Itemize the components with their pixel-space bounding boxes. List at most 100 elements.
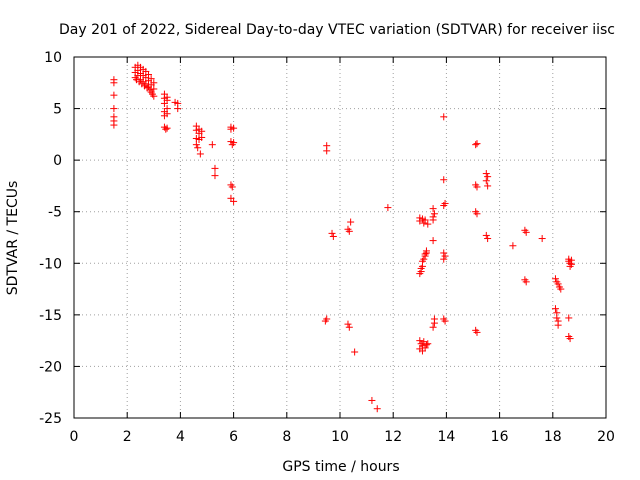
data-point bbox=[110, 105, 118, 113]
data-point bbox=[163, 96, 171, 104]
data-point bbox=[196, 150, 204, 158]
data-point bbox=[440, 255, 448, 263]
data-point bbox=[150, 85, 158, 93]
data-point bbox=[421, 344, 429, 352]
data-point bbox=[421, 252, 429, 260]
data-point bbox=[211, 164, 219, 172]
data-point bbox=[484, 182, 492, 190]
data-point bbox=[368, 396, 376, 404]
data-point bbox=[321, 317, 329, 325]
data-point bbox=[416, 337, 424, 345]
data-point bbox=[422, 249, 430, 257]
data-point bbox=[329, 232, 337, 240]
data-point bbox=[347, 218, 355, 226]
plot-frame bbox=[73, 56, 607, 419]
y-tick-label: -25 bbox=[39, 411, 62, 427]
y-tick-label: -10 bbox=[39, 256, 62, 272]
x-tick-label: 8 bbox=[282, 429, 291, 445]
data-point bbox=[323, 147, 331, 155]
data-point bbox=[473, 328, 481, 336]
data-point bbox=[110, 121, 118, 129]
data-point bbox=[557, 285, 565, 293]
data-point bbox=[484, 173, 492, 181]
data-point bbox=[417, 268, 425, 276]
data-point bbox=[174, 105, 182, 113]
data-point bbox=[192, 141, 200, 149]
data-point bbox=[440, 176, 448, 184]
data-point bbox=[440, 249, 448, 257]
data-point bbox=[351, 348, 359, 356]
data-point bbox=[482, 231, 490, 239]
data-point bbox=[522, 278, 530, 286]
data-point bbox=[441, 252, 449, 260]
data-point bbox=[144, 71, 152, 79]
data-points bbox=[110, 61, 575, 413]
data-point bbox=[328, 229, 336, 237]
data-point bbox=[228, 183, 236, 191]
data-point bbox=[484, 235, 492, 243]
data-point bbox=[538, 235, 546, 243]
data-point bbox=[551, 275, 559, 283]
y-tick-label: -5 bbox=[48, 205, 62, 221]
data-point bbox=[418, 262, 426, 270]
y-tick-label: -20 bbox=[39, 359, 62, 375]
x-tick-label: 6 bbox=[229, 429, 238, 445]
chart-title: Day 201 of 2022, Sidereal Day-to-day VTE… bbox=[59, 22, 615, 38]
data-point bbox=[424, 340, 432, 348]
data-point bbox=[211, 172, 219, 180]
x-tick-label: 14 bbox=[437, 429, 455, 445]
data-point bbox=[230, 124, 238, 132]
data-point bbox=[509, 242, 517, 250]
data-point bbox=[230, 197, 238, 205]
data-point bbox=[567, 260, 575, 268]
data-point bbox=[424, 220, 432, 228]
data-point bbox=[441, 317, 449, 325]
data-point bbox=[473, 210, 481, 218]
x-tick-label: 18 bbox=[544, 429, 562, 445]
data-point bbox=[150, 92, 158, 100]
data-point bbox=[482, 177, 490, 185]
data-point bbox=[194, 144, 202, 152]
y-tick-label: 5 bbox=[53, 102, 62, 118]
data-point bbox=[441, 199, 449, 207]
data-point bbox=[565, 314, 573, 322]
data-point bbox=[551, 305, 559, 313]
x-axis-label: GPS time / hours bbox=[282, 459, 399, 475]
x-tick-label: 4 bbox=[176, 429, 185, 445]
data-point bbox=[110, 91, 118, 99]
data-point bbox=[373, 405, 381, 413]
data-point bbox=[429, 237, 437, 245]
y-axis-label: SDTVAR / TECUs bbox=[5, 181, 21, 296]
data-point bbox=[230, 139, 238, 147]
y-tick-label: 10 bbox=[44, 50, 62, 66]
data-point bbox=[150, 79, 158, 87]
data-point bbox=[553, 314, 561, 322]
data-point bbox=[482, 170, 490, 178]
data-point bbox=[473, 183, 481, 191]
data-point bbox=[429, 216, 437, 224]
x-tick-label: 16 bbox=[491, 429, 509, 445]
x-tick-label: 2 bbox=[123, 429, 132, 445]
data-point bbox=[522, 228, 530, 236]
grid-layer bbox=[74, 57, 606, 418]
data-point bbox=[198, 133, 206, 141]
data-point bbox=[162, 125, 170, 133]
data-point bbox=[554, 321, 562, 329]
data-point bbox=[429, 323, 437, 331]
data-point bbox=[473, 140, 481, 148]
data-point bbox=[208, 141, 216, 149]
data-point bbox=[430, 315, 438, 323]
data-point bbox=[554, 280, 562, 288]
x-tick-label: 0 bbox=[70, 429, 79, 445]
y-tick-label: 0 bbox=[53, 153, 62, 169]
y-tick-label: -15 bbox=[39, 308, 62, 324]
data-point bbox=[147, 75, 155, 83]
data-point bbox=[420, 219, 428, 227]
data-point bbox=[345, 227, 353, 235]
data-point bbox=[198, 127, 206, 135]
data-point bbox=[344, 320, 352, 328]
axes-layer: 0 2 4 6 8 10 12 14 16 18 20 10 5 0 -5 -10 -15 -20 -25 bbox=[39, 50, 615, 445]
data-point bbox=[566, 335, 574, 343]
data-point bbox=[429, 205, 437, 213]
